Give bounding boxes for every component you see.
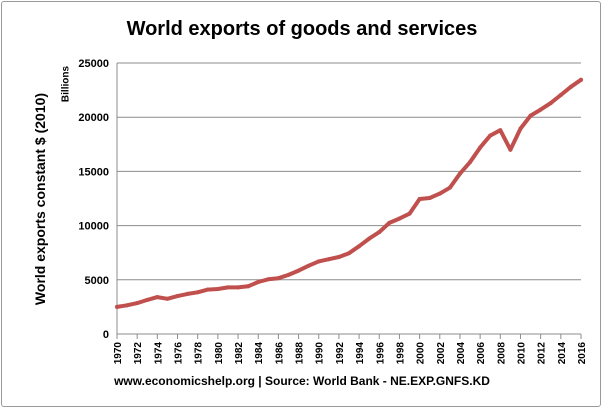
data-point [296,268,301,273]
data-point [367,236,372,241]
x-tick-label: 1996 [375,342,386,365]
data-point [548,101,553,106]
x-tick-label: 1978 [194,342,205,365]
x-tick-label: 2008 [496,342,507,365]
x-tick-label: 1986 [274,342,285,365]
data-point [427,195,432,200]
series-line [115,77,583,309]
x-tick-label: 2012 [537,342,548,365]
data-point [266,277,271,282]
x-tick-label: 1998 [395,342,406,365]
data-point [498,128,503,133]
y-tick-label: 20000 [78,112,109,124]
data-point [225,285,230,290]
data-point [175,294,180,299]
y-tick-label: 25000 [78,58,109,70]
x-tick-label: 1972 [133,342,144,365]
data-point [518,126,523,131]
y-tick-label: 0 [103,329,109,341]
chart-title: World exports of goods and services [126,18,478,40]
x-tick-label: 2014 [557,342,568,365]
x-tick-label: 1988 [295,342,306,365]
data-point [357,244,362,249]
data-point [579,77,583,82]
data-point [195,290,200,295]
x-tick-label: 1976 [174,342,185,365]
x-tick-label: 2006 [476,342,487,365]
data-point [377,230,382,235]
x-tick-label: 1974 [153,342,164,365]
data-point [336,255,341,260]
x-tick-label: 1984 [254,342,265,365]
data-point [306,263,311,268]
data-point [215,287,220,292]
data-point [417,197,422,202]
data-point [347,251,351,256]
x-tick-label: 1992 [335,342,346,365]
x-tick-label: 1994 [355,342,366,365]
data-point [286,272,291,277]
data-point [326,257,331,262]
data-point [115,304,119,309]
data-point [205,287,210,292]
data-point [397,216,402,221]
data-point [246,284,251,289]
y-tick-label: 5000 [85,275,109,287]
x-tick-label: 2004 [456,342,467,365]
data-point [447,185,452,190]
data-point [165,296,170,301]
y-tick-label: 10000 [78,221,109,233]
data-point [316,259,321,264]
data-point [558,92,563,97]
data-point [488,133,493,138]
data-point [457,171,462,176]
data-point [437,191,442,196]
source-note: www.economicshelp.org | Source: World Ba… [114,374,490,388]
data-point [256,279,261,284]
data-point [508,147,513,152]
data-point [185,291,190,296]
x-tick-label: 2000 [416,342,427,365]
data-point [125,303,130,308]
data-point [478,145,483,150]
y-tick-label: 15000 [78,166,109,178]
data-point [568,84,573,89]
x-tick-label: 1970 [113,342,124,365]
data-point [407,211,412,216]
data-point [276,276,281,281]
data-point [538,107,543,112]
data-point [145,297,150,302]
data-point [135,301,140,306]
data-point [236,285,241,290]
x-tick-label: 1980 [214,342,225,365]
data-point [155,295,160,300]
data-point [468,160,473,165]
x-tick-label: 2010 [516,342,527,365]
x-tick-label: 1982 [234,342,245,365]
x-tick-label: 1990 [315,342,326,365]
x-tick-label: 2016 [577,342,588,365]
data-point [528,113,533,118]
data-point [387,220,392,225]
x-tick-label: 2002 [436,342,447,365]
